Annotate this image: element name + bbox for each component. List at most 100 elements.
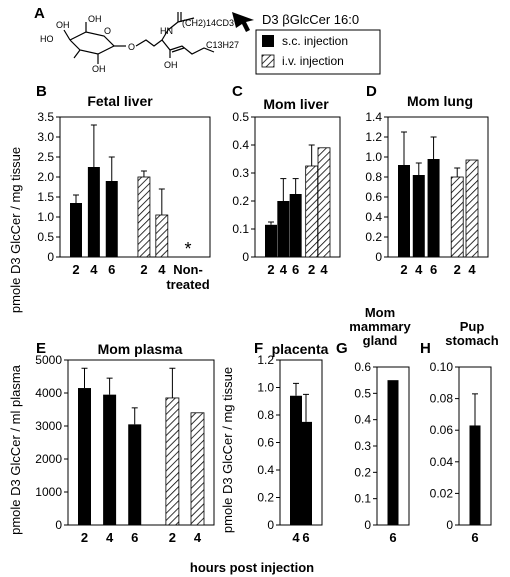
bar-sc: [398, 165, 410, 257]
bar-iv: [317, 147, 331, 258]
y-tick-label: 3.0: [37, 130, 54, 144]
y-tick-label: 0.3: [354, 439, 371, 453]
panel-title: Fetal liver: [87, 93, 153, 109]
panel-title: Pup: [460, 319, 485, 334]
y-axis-label-placenta: pmole D3 GlcCer / mg tissue: [220, 367, 235, 533]
non-treated-marker: *: [184, 239, 191, 259]
y-tick-label: 0.4: [232, 138, 249, 152]
plot-frame: [59, 116, 211, 258]
label-oh1: OH: [56, 20, 70, 30]
label-chain: (CH2)14CD3: [182, 18, 234, 28]
y-tick-label: 0.2: [257, 491, 274, 505]
y-tick-label: 1.0: [257, 381, 274, 395]
y-tick-label: 0.1: [232, 222, 249, 236]
label-ring-o: O: [104, 26, 111, 36]
bar-sc: [412, 175, 425, 257]
non-treated-label: Non-: [173, 262, 203, 277]
bar-sc: [265, 224, 277, 257]
bar-sc: [70, 203, 82, 257]
bar-sc: [427, 159, 440, 257]
x-tick-label: 2: [400, 262, 407, 277]
bar-sc: [289, 194, 302, 257]
y-tick-label: 0.5: [354, 386, 371, 400]
legend-swatch-iv: [261, 54, 275, 68]
y-tick-label: 3000: [35, 419, 62, 433]
x-tick-label: 2: [454, 262, 461, 277]
y-tick-label: 1.4: [365, 110, 382, 124]
panel-title: Mom liver: [263, 96, 329, 112]
bar-iv: [305, 165, 319, 258]
y-tick-label: 0.5: [37, 230, 54, 244]
x-tick-label: 2: [169, 530, 176, 545]
label-c13: C13H27: [206, 40, 239, 50]
x-tick-label: 6: [471, 530, 478, 545]
panel-letter-a: A: [34, 5, 45, 22]
y-tick-label: 0.2: [354, 465, 371, 479]
y-tick-label: 0.2: [365, 230, 382, 244]
panel-title: Mom lung: [407, 93, 473, 109]
y-tick-label: 1.5: [37, 190, 54, 204]
legend-frame: [255, 29, 381, 75]
x-tick-label: 2: [267, 262, 274, 277]
y-tick-label: 0.6: [354, 360, 371, 374]
y-axis-label-top: pmole D3 GlcCer / mg tissue: [8, 147, 23, 313]
y-tick-label: 1.2: [257, 353, 274, 367]
x-tick-label: 6: [430, 262, 437, 277]
x-tick-label: 4: [468, 262, 476, 277]
y-tick-label: 0.4: [365, 210, 382, 224]
y-tick-label: 3.5: [37, 110, 54, 124]
y-tick-label: 4000: [35, 386, 62, 400]
bar-iv: [450, 176, 464, 258]
bar-sc: [128, 424, 142, 525]
y-tick-label: 0.4: [257, 463, 274, 477]
bar-iv: [465, 159, 479, 258]
bar-iv: [155, 214, 169, 258]
bar-sc: [387, 380, 399, 525]
y-tick-label: 1.0: [37, 210, 54, 224]
y-tick-label: 0.4: [354, 413, 371, 427]
panel-title: placenta: [272, 341, 329, 357]
x-tick-label: 6: [302, 530, 309, 545]
arrow-icon: [232, 12, 254, 32]
y-tick-label: 0: [47, 250, 54, 264]
y-tick-label: 0: [242, 250, 249, 264]
y-tick-label: 0.2: [232, 194, 249, 208]
x-tick-label: 4: [106, 530, 114, 545]
non-treated-label: treated: [166, 277, 209, 292]
x-tick-label: 4: [415, 262, 423, 277]
label-oh4: OH: [164, 60, 178, 70]
x-tick-label: 4: [292, 530, 300, 545]
y-axis-label-plasma: pmole D3 GlcCer / ml plasma: [8, 364, 23, 535]
x-tick-label: 4: [90, 262, 98, 277]
x-tick-label: 4: [194, 530, 202, 545]
bar-iv: [190, 412, 205, 526]
panel-letter-h: H: [420, 340, 431, 357]
y-tick-label: 0: [446, 518, 453, 532]
bar-iv: [137, 176, 151, 258]
y-tick-label: 0.3: [232, 166, 249, 180]
compound-name: D3 βGlcCer 16:0: [262, 12, 359, 27]
y-tick-label: 0.1: [354, 492, 371, 506]
x-tick-label: 2: [308, 262, 315, 277]
structure-labels: OH HO OH OH O O HN (CH2)14CD3 C13H27 OH: [40, 14, 239, 74]
y-tick-label: 1.0: [365, 150, 382, 164]
y-tick-label: 0.02: [430, 486, 454, 500]
x-tick-label: 6: [131, 530, 138, 545]
panel-title: Mom plasma: [98, 341, 183, 357]
y-tick-label: 2.5: [37, 150, 54, 164]
bar-sc: [105, 181, 118, 257]
y-tick-label: 0: [55, 518, 62, 532]
y-tick-label: 0.6: [365, 190, 382, 204]
legend-label-sc: s.c. injection: [282, 34, 348, 48]
y-tick-label: 0: [364, 518, 371, 532]
panel-letter-e: E: [36, 340, 46, 357]
x-tick-label: 2: [72, 262, 79, 277]
y-tick-label: 0.04: [430, 455, 454, 469]
legend-label-iv: i.v. injection: [282, 54, 344, 68]
